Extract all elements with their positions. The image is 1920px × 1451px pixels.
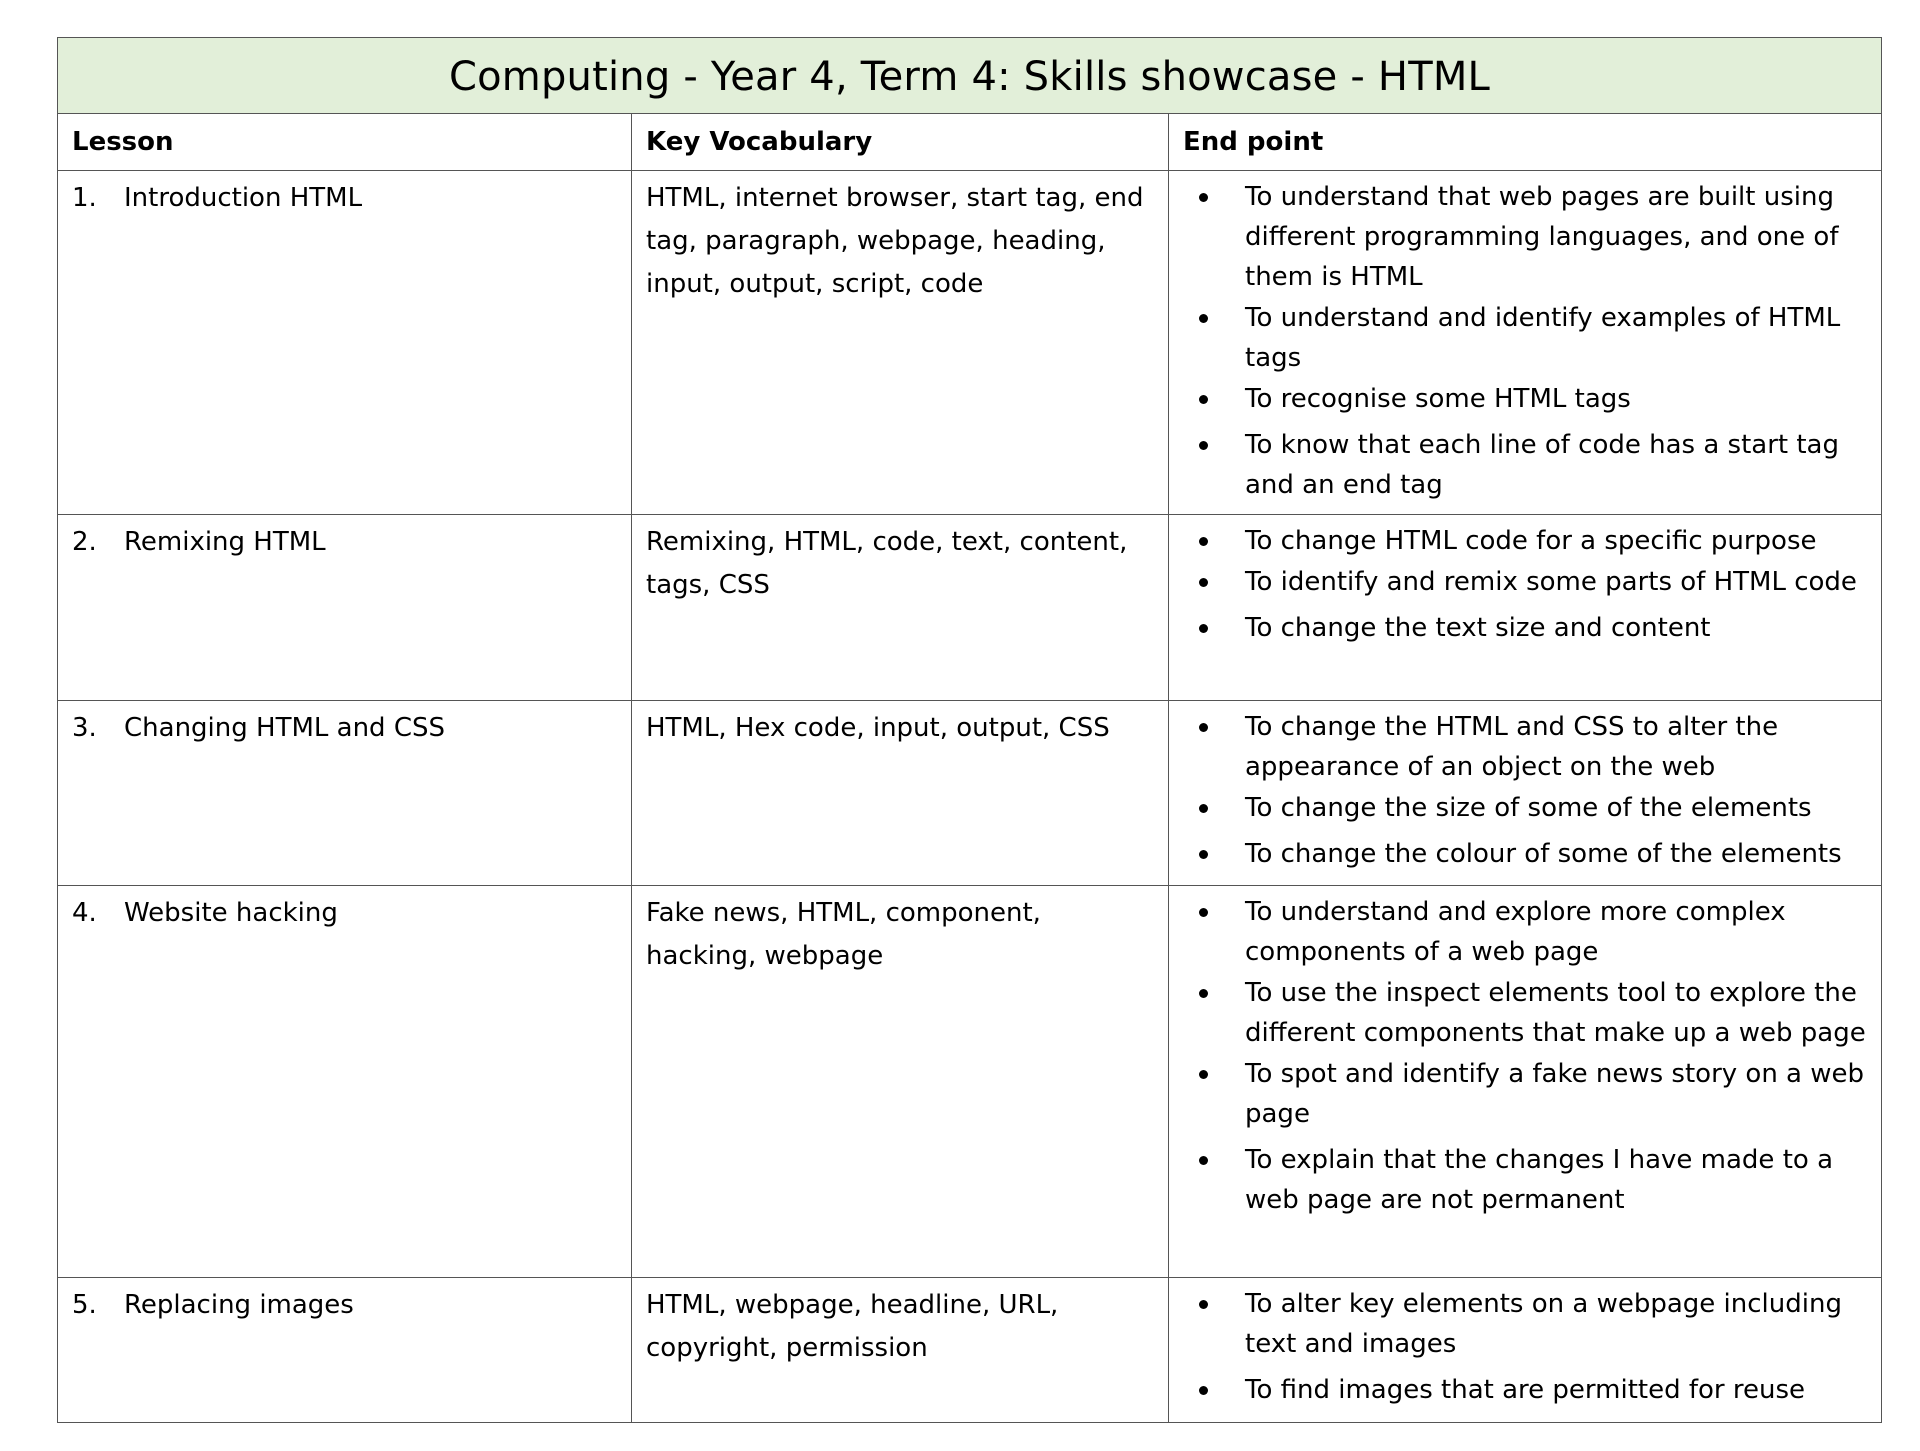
header-end-point: End point bbox=[1167, 113, 1883, 171]
lesson-number: 4. bbox=[72, 898, 97, 928]
lesson-cell: 1. Introduction HTML bbox=[57, 170, 632, 515]
bullet-icon bbox=[1199, 1156, 1208, 1165]
table-row: 4. Website hacking Fake news, HTML, compo… bbox=[57, 885, 1883, 1278]
end-point-item: To understand and identify examples of H… bbox=[1169, 298, 1871, 378]
bullet-icon bbox=[1199, 1386, 1208, 1395]
end-point-item: To change the text size and content bbox=[1169, 608, 1871, 648]
lesson-cell: 2. Remixing HTML bbox=[57, 514, 632, 701]
end-point-item: To know that each line of code has a sta… bbox=[1169, 425, 1871, 505]
end-point-item: To alter key elements on a webpage inclu… bbox=[1169, 1284, 1871, 1364]
lesson-title: Replacing images bbox=[124, 1290, 354, 1320]
bullet-icon bbox=[1199, 804, 1208, 813]
lesson-title: Remixing HTML bbox=[124, 527, 326, 557]
bullet-icon bbox=[1199, 441, 1208, 450]
bullet-icon bbox=[1199, 1300, 1208, 1309]
bullet-icon bbox=[1199, 1070, 1208, 1079]
lesson-cell: 4. Website hacking bbox=[57, 885, 632, 1278]
end-point-item: To recognise some HTML tags bbox=[1169, 379, 1871, 419]
lesson-number: 1. bbox=[72, 183, 97, 213]
table-row: 1. Introduction HTML HTML, internet brows… bbox=[57, 170, 1883, 515]
end-point-item: To change the colour of some of the elem… bbox=[1169, 834, 1871, 874]
vocabulary-cell: HTML, internet browser, start tag, end t… bbox=[631, 170, 1169, 515]
header-lesson: Lesson bbox=[57, 113, 632, 171]
table-row: 5. Replacing images HTML, webpage, headli… bbox=[57, 1277, 1883, 1423]
bullet-icon bbox=[1199, 908, 1208, 917]
bullet-icon bbox=[1199, 193, 1208, 202]
end-point-item: To explain that the changes I have made … bbox=[1169, 1140, 1871, 1220]
end-point-item: To change HTML code for a specific purpo… bbox=[1169, 521, 1871, 561]
curriculum-table: Computing - Year 4, Term 4: Skills showc… bbox=[56, 37, 1883, 1423]
end-point-item: To spot and identify a fake news story o… bbox=[1169, 1054, 1871, 1134]
bullet-icon bbox=[1199, 989, 1208, 998]
end-point-cell: To change HTML code for a specific purpo… bbox=[1167, 514, 1883, 701]
lesson-cell: 3. Changing HTML and CSS bbox=[57, 700, 632, 886]
lesson-title: Website hacking bbox=[124, 898, 338, 928]
end-point-item: To find images that are permitted for re… bbox=[1169, 1370, 1871, 1410]
end-point-cell: To alter key elements on a webpage inclu… bbox=[1167, 1277, 1883, 1423]
lesson-number: 2. bbox=[72, 527, 97, 557]
end-point-item: To identify and remix some parts of HTML… bbox=[1169, 562, 1871, 602]
header-row: Lesson Key Vocabulary End point bbox=[57, 113, 1883, 171]
vocabulary-cell: Fake news, HTML, component, hacking, web… bbox=[631, 885, 1169, 1278]
bullet-icon bbox=[1199, 314, 1208, 323]
end-point-item: To change the size of some of the elemen… bbox=[1169, 788, 1871, 828]
lesson-number: 3. bbox=[72, 713, 97, 743]
bullet-icon bbox=[1199, 723, 1208, 732]
vocabulary-cell: HTML, Hex code, input, output, CSS bbox=[631, 700, 1169, 886]
lesson-title: Introduction HTML bbox=[124, 183, 363, 213]
vocabulary-cell: HTML, webpage, headline, URL, copyright,… bbox=[631, 1277, 1169, 1423]
end-point-cell: To understand that web pages are built u… bbox=[1167, 170, 1883, 515]
end-point-cell: To understand and explore more complex c… bbox=[1167, 885, 1883, 1278]
bullet-icon bbox=[1199, 537, 1208, 546]
table-row: 3. Changing HTML and CSS HTML, Hex code, … bbox=[57, 700, 1883, 886]
lesson-title: Changing HTML and CSS bbox=[124, 713, 445, 743]
document-title-text: Computing - Year 4, Term 4: Skills showc… bbox=[448, 53, 1491, 100]
end-point-cell: To change the HTML and CSS to alter the … bbox=[1167, 700, 1883, 886]
document-title: Computing - Year 4, Term 4: Skills showc… bbox=[56, 37, 1883, 114]
bullet-icon bbox=[1199, 624, 1208, 633]
vocabulary-cell: Remixing, HTML, code, text, content, tag… bbox=[631, 514, 1169, 701]
table-row: 2. Remixing HTML Remixing, HTML, code, te… bbox=[57, 514, 1883, 701]
bullet-icon bbox=[1199, 395, 1208, 404]
end-point-item: To use the inspect elements tool to expl… bbox=[1169, 973, 1871, 1053]
lesson-cell: 5. Replacing images bbox=[57, 1277, 632, 1423]
header-key-vocabulary: Key Vocabulary bbox=[631, 113, 1169, 171]
bullet-icon bbox=[1199, 578, 1208, 587]
end-point-item: To change the HTML and CSS to alter the … bbox=[1169, 707, 1871, 787]
bullet-icon bbox=[1199, 850, 1208, 859]
lesson-number: 5. bbox=[72, 1290, 97, 1320]
end-point-item: To understand that web pages are built u… bbox=[1169, 177, 1871, 297]
end-point-item: To understand and explore more complex c… bbox=[1169, 892, 1871, 972]
